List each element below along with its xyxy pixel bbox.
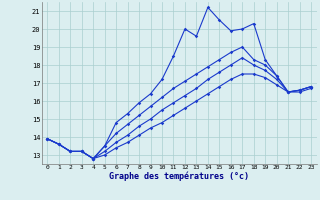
X-axis label: Graphe des températures (°c): Graphe des températures (°c)	[109, 172, 249, 181]
